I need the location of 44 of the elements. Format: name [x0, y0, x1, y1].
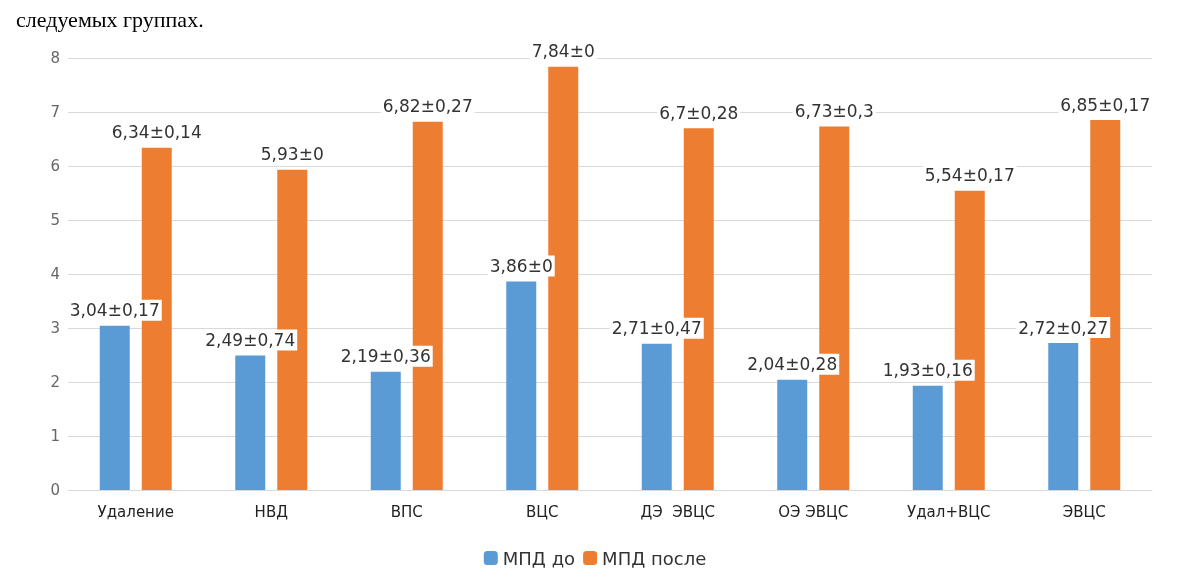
data-label: 1,93±0,16 [882, 360, 973, 381]
y-tick-label: 8 [50, 49, 60, 67]
y-tick-label: 2 [50, 373, 60, 391]
x-tick-label: ВЦС [526, 502, 559, 521]
data-label: 2,71±0,47 [611, 318, 702, 339]
x-tick-label: Удаление [97, 502, 174, 521]
x-tick-label: ВПС [390, 502, 423, 521]
y-tick-label: 7 [50, 103, 60, 121]
data-label: 2,49±0,74 [205, 330, 296, 351]
bar [235, 355, 266, 490]
bar [777, 379, 808, 490]
x-tick-label: ДЭ ЭВЦС [640, 502, 716, 521]
bar [370, 371, 401, 490]
y-tick-label: 5 [50, 211, 60, 229]
bar [506, 281, 537, 490]
bar [1048, 343, 1079, 490]
bar [99, 325, 130, 490]
data-label: 5,54±0,17 [924, 165, 1015, 186]
x-tick-label: ОЭ ЭВЦС [778, 502, 849, 521]
data-label: 7,84±0 [531, 41, 595, 62]
data-label: 6,7±0,28 [659, 102, 739, 123]
y-tick-label: 6 [50, 157, 60, 175]
data-label: 6,34±0,14 [111, 122, 202, 143]
data-label: 2,72±0,27 [1018, 317, 1109, 338]
data-label: 5,93±0 [260, 144, 324, 165]
y-tick-label: 4 [50, 265, 60, 283]
x-tick-label: НВД [254, 502, 288, 521]
text: следуемых группах. [16, 6, 204, 32]
bar [912, 385, 943, 490]
data-label: 2,19±0,36 [340, 346, 431, 367]
data-label: 6,82±0,27 [382, 96, 473, 117]
data-label: 6,73±0,3 [794, 101, 874, 122]
bar [641, 343, 672, 490]
y-tick-label: 0 [50, 481, 60, 499]
x-tick-label: ЭВЦС [1062, 502, 1106, 521]
data-label: 3,04±0,17 [69, 300, 160, 321]
x-tick-label: Удал+ВЦС [907, 502, 991, 521]
y-tick-label: 1 [50, 427, 60, 445]
data-label: 3,86±0 [489, 256, 553, 277]
data-label: 6,85±0,17 [1060, 94, 1151, 115]
legend-label: МПД после [602, 547, 707, 569]
legend-label: МПД до [502, 547, 576, 569]
y-tick-label: 3 [50, 319, 60, 337]
data-label: 2,04±0,28 [747, 354, 838, 375]
